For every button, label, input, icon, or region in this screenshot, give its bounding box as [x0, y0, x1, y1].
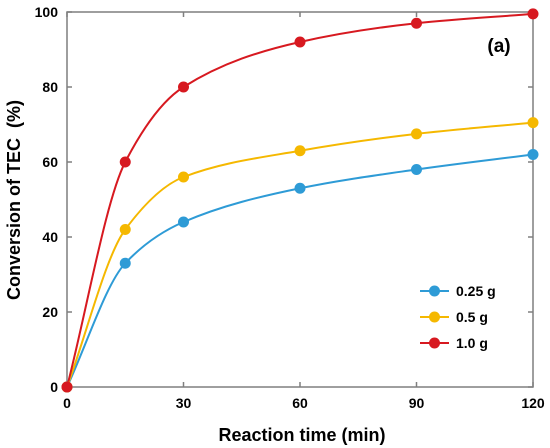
legend-marker — [429, 285, 440, 297]
x-tick-label: 120 — [521, 395, 545, 411]
legend: 0.25 g 0.5 g 1.0 g — [420, 283, 496, 351]
y-tick-label: 100 — [35, 4, 59, 20]
series-layer — [61, 8, 539, 393]
data-point-series-1 — [527, 117, 539, 129]
plot-frame — [66, 11, 534, 388]
data-point-series-2 — [61, 381, 73, 393]
x-tick-label: 90 — [409, 395, 425, 411]
legend-label: 0.5 g — [456, 309, 488, 325]
data-point-series-2 — [119, 156, 131, 168]
data-point-series-0 — [294, 182, 306, 194]
x-tick-label: 0 — [63, 395, 71, 411]
y-tick-label: 0 — [50, 379, 58, 395]
legend-marker — [429, 311, 440, 323]
data-point-series-0 — [119, 257, 131, 269]
y-tick-label: 40 — [42, 229, 58, 245]
panel-label: (a) — [487, 36, 510, 57]
x-axis-title: Reaction time (min) — [218, 425, 385, 445]
x-tick-label: 30 — [176, 395, 192, 411]
data-point-series-0 — [411, 164, 422, 175]
data-point-series-2 — [411, 17, 422, 29]
legend-marker — [429, 337, 440, 349]
data-point-series-1 — [411, 128, 422, 140]
legend-label: 1.0 g — [456, 335, 488, 351]
x-axis-ticks: 0 30 60 90 120 — [63, 12, 545, 411]
axes — [66, 11, 534, 388]
data-point-series-1 — [294, 145, 306, 157]
x-tick-label: 60 — [292, 395, 308, 411]
y-axis-ticks: 0 20 40 60 80 100 — [35, 4, 533, 395]
data-point-series-2 — [178, 81, 189, 93]
data-point-series-2 — [527, 8, 539, 20]
data-point-series-2 — [294, 36, 306, 48]
data-point-series-0 — [527, 149, 539, 160]
y-axis-title: Conversion of TEC (%) — [4, 100, 24, 300]
y-tick-label: 20 — [42, 304, 58, 320]
legend-label: 0.25 g — [456, 283, 496, 299]
series-line-2 — [66, 12, 534, 388]
data-point-series-1 — [178, 171, 189, 183]
data-point-series-0 — [178, 216, 189, 228]
y-tick-label: 80 — [42, 79, 58, 95]
series-line-0 — [66, 153, 534, 388]
y-tick-label: 60 — [42, 154, 58, 170]
series-line-1 — [66, 121, 534, 388]
data-point-series-1 — [119, 224, 131, 235]
